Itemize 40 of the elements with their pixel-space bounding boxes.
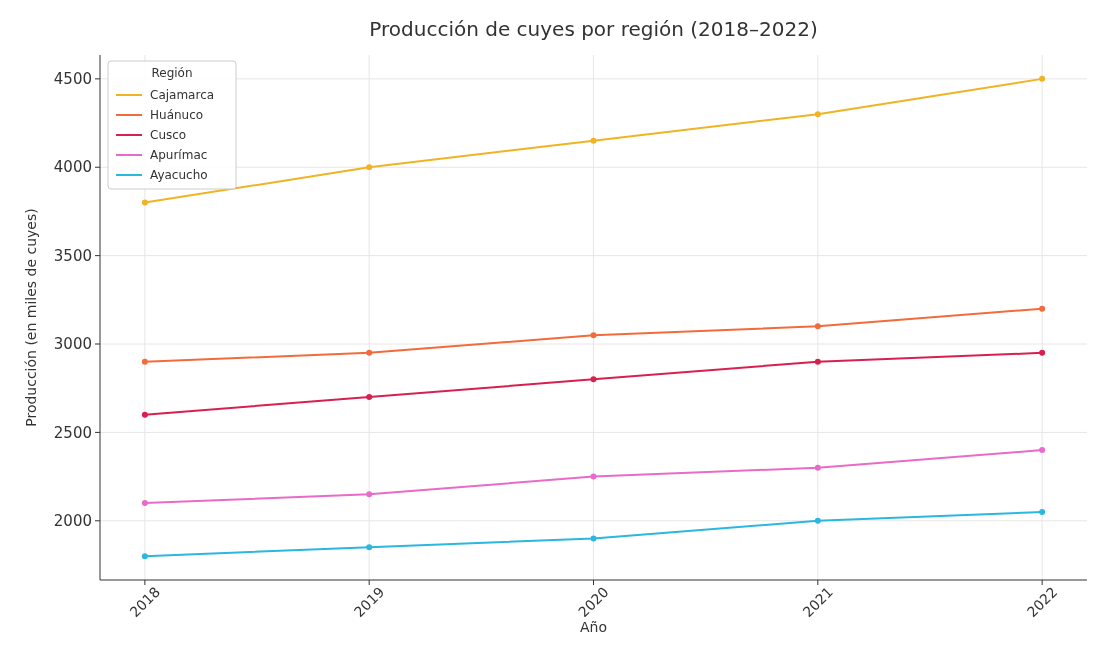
y-tick-label: 3500 <box>53 246 92 265</box>
point <box>590 535 597 542</box>
legend-title: Región <box>151 66 193 80</box>
chart-title: Producción de cuyes por región (2018–2022) <box>369 17 818 41</box>
point <box>1039 508 1046 515</box>
y-tick-label: 4000 <box>53 158 92 177</box>
point <box>141 500 148 507</box>
point <box>1039 447 1046 454</box>
x-axis-title: Año <box>579 619 608 635</box>
point <box>141 411 148 418</box>
point <box>590 332 597 339</box>
point <box>141 358 148 365</box>
legend-label: Cusco <box>150 128 187 143</box>
point <box>590 376 597 383</box>
point <box>366 394 373 401</box>
point <box>814 358 821 365</box>
legend-label: Ayacucho <box>150 168 208 183</box>
point <box>590 473 597 480</box>
point <box>366 349 373 356</box>
point <box>1039 305 1046 312</box>
y-tick-label: 2500 <box>53 423 92 442</box>
y-tick-label: 2000 <box>53 512 92 531</box>
legend-label: Apurímac <box>150 148 208 163</box>
point <box>814 517 821 524</box>
legend-label: Cajamarca <box>150 88 215 103</box>
point <box>590 137 597 144</box>
point <box>141 553 148 560</box>
y-tick-label: 4500 <box>53 70 92 89</box>
point <box>366 164 373 171</box>
point <box>366 544 373 551</box>
y-tick-label: 3000 <box>53 335 92 354</box>
point <box>814 464 821 471</box>
point <box>814 111 821 118</box>
point <box>814 323 821 330</box>
point <box>1039 349 1046 356</box>
point <box>141 199 148 206</box>
point <box>366 491 373 498</box>
y-axis-title: Producción (en miles de cuyes) <box>23 208 39 427</box>
point <box>1039 75 1046 82</box>
legend-label: Huánuco <box>150 108 204 123</box>
